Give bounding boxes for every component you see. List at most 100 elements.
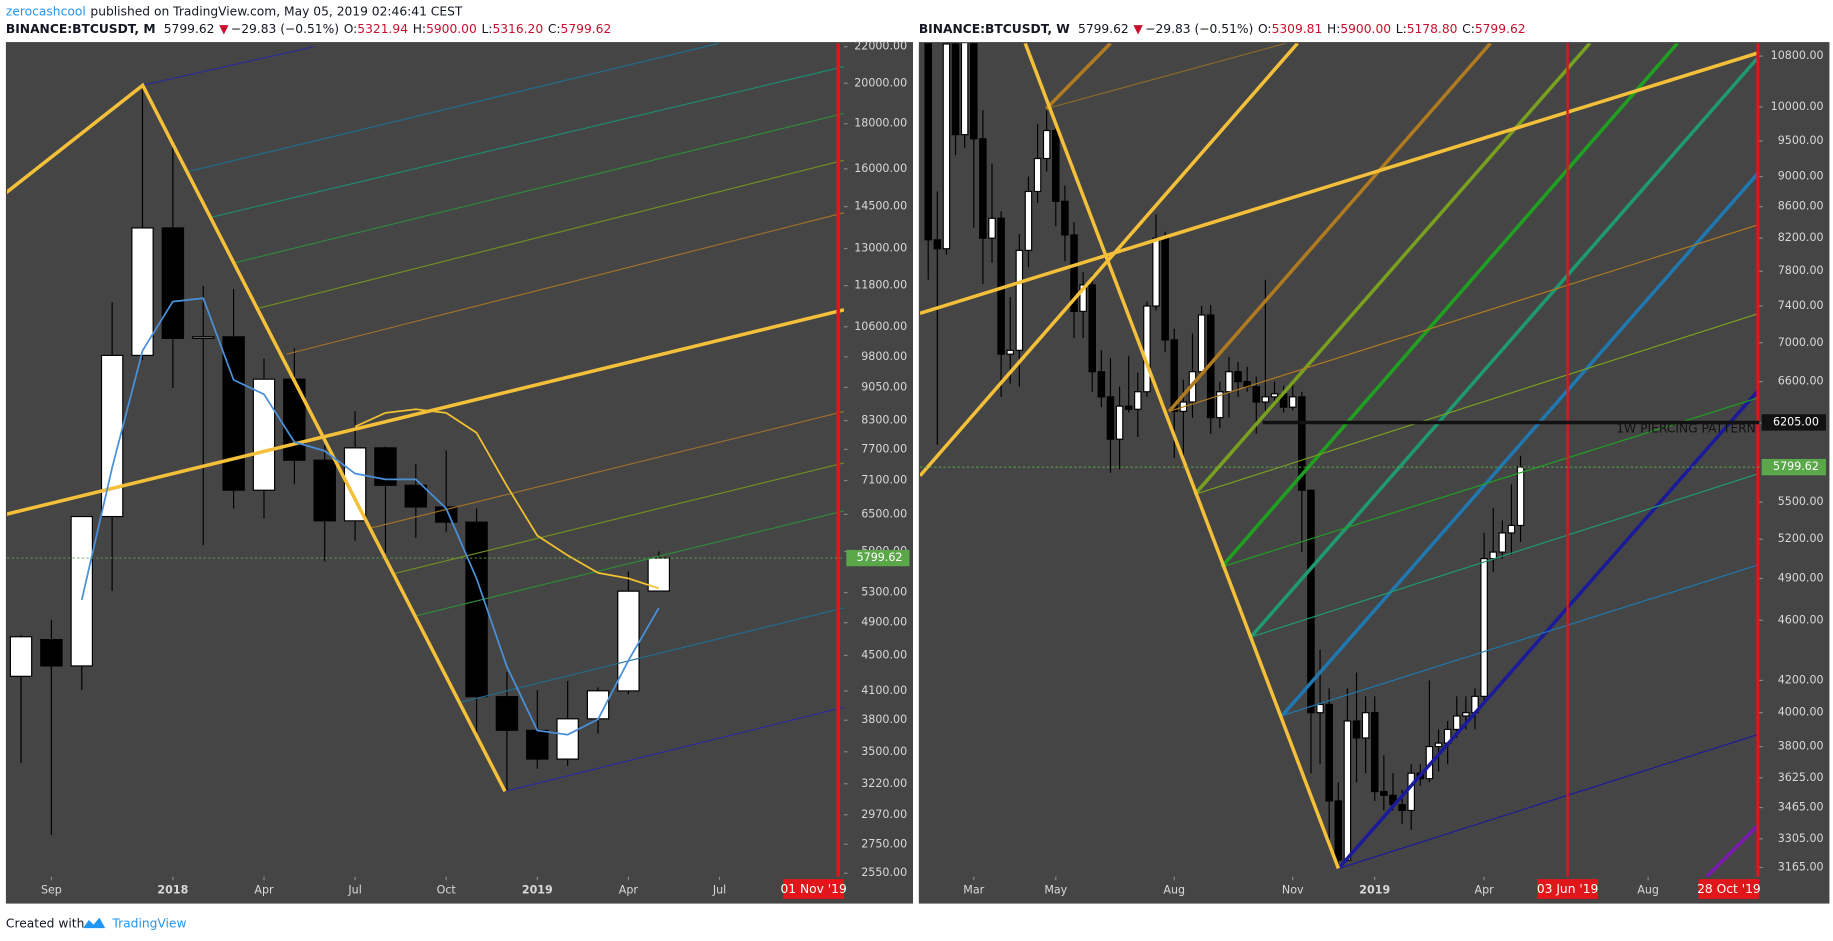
y-tick-label: 3500.00 xyxy=(861,745,907,758)
candle-body xyxy=(1398,804,1406,812)
drawings xyxy=(7,43,845,877)
candle-body xyxy=(1006,349,1014,355)
candle-body xyxy=(1288,396,1297,408)
candle-body xyxy=(1434,742,1443,748)
candle-body xyxy=(343,447,367,522)
drawing-line xyxy=(286,212,845,355)
date-marker-box xyxy=(783,879,845,899)
drawing-line xyxy=(1281,170,1760,717)
plot-right: 1W PIERCING PATTERN xyxy=(920,43,1760,877)
candle-body xyxy=(1106,396,1115,440)
y-tick-label: 10600.00 xyxy=(854,320,907,333)
candle-body xyxy=(526,729,549,760)
trend-line xyxy=(7,308,845,516)
drawing-line xyxy=(1337,388,1760,870)
y-tick-label: 5300.00 xyxy=(861,586,907,599)
candle-body xyxy=(404,484,428,508)
y-tick-label: 18000.00 xyxy=(854,117,907,130)
candle-body xyxy=(1115,405,1124,440)
y-tick-label: 4000.00 xyxy=(1778,706,1824,719)
y-tick-label: 16000.00 xyxy=(854,162,907,175)
ohlc-label: C: xyxy=(548,22,561,36)
y-tick-label: 4900.00 xyxy=(861,616,907,629)
y-tick-label: 4600.00 xyxy=(1778,613,1824,626)
y-tick-label: 9500.00 xyxy=(1778,134,1824,147)
x-tick-label: Aug xyxy=(1637,884,1659,897)
candle-body xyxy=(1352,720,1361,739)
candle-body xyxy=(1370,712,1379,793)
author[interactable]: zerocashcool xyxy=(6,4,86,18)
candle-body xyxy=(1134,391,1142,410)
drawing-line xyxy=(1167,43,1492,413)
ohlc-value: 5799.62 xyxy=(561,22,612,36)
candle-body xyxy=(465,521,488,698)
panel-left xyxy=(5,42,913,904)
header-left: BINANCE:BTCUSDT, M 5799.62 ▼ −29.83 (−0.51%… xyxy=(6,22,611,36)
candle-body xyxy=(969,43,978,140)
y-tick-label: 8600.00 xyxy=(1778,200,1824,213)
logo xyxy=(83,917,106,929)
y-tick-label: 11800.00 xyxy=(854,279,907,292)
date-marker-box xyxy=(1537,879,1598,899)
drawing-line xyxy=(1220,43,1679,569)
price-label-box xyxy=(846,549,910,567)
candle-body xyxy=(1170,339,1179,412)
ohlc-label: O: xyxy=(344,22,358,36)
ohlc-value: 5799.62 xyxy=(1475,22,1526,36)
drawing-line xyxy=(1194,312,1760,496)
date-marker-box xyxy=(1698,879,1760,899)
drawing-line xyxy=(1168,223,1760,413)
candle-body xyxy=(1161,237,1169,341)
candle-body xyxy=(1316,703,1324,714)
y-tick-label: 7700.00 xyxy=(861,442,907,455)
brand[interactable]: TradingView xyxy=(111,916,186,930)
candle-body xyxy=(1270,393,1279,398)
x-tick-label: Nov xyxy=(1282,884,1304,897)
ohlc-label: L: xyxy=(481,22,492,36)
y-tick-label: 3165.00 xyxy=(1778,860,1824,873)
change: −29.83 (−0.51%) xyxy=(1145,22,1253,36)
drawing-line xyxy=(369,410,845,529)
candle-body xyxy=(1225,371,1233,393)
last: 5799.62 xyxy=(164,22,215,36)
drawing-line xyxy=(257,159,845,310)
candle-body xyxy=(1334,800,1343,861)
y-tick-label: 7100.00 xyxy=(861,473,907,486)
drawing-line xyxy=(1221,396,1760,568)
candle-body xyxy=(979,138,987,239)
drawing-line xyxy=(233,112,845,264)
ohlc-value: 5321.94 xyxy=(357,22,408,36)
annotation: 1W PIERCING PATTERN xyxy=(1616,422,1756,436)
candle-body xyxy=(1143,305,1151,393)
publish-line: zerocashcool published on TradingView.com… xyxy=(6,4,463,18)
price-label: 5799.62 xyxy=(1773,460,1819,473)
candle-body xyxy=(1097,371,1106,398)
indicator-line xyxy=(80,297,660,736)
candle-body xyxy=(1033,157,1042,193)
x-tick-label: Apr xyxy=(619,884,639,897)
candle-body xyxy=(1343,720,1352,861)
candle-body xyxy=(1462,712,1470,717)
candle-body xyxy=(1070,234,1078,312)
indicators xyxy=(80,297,660,736)
candle-body xyxy=(1380,790,1388,796)
ohlc-value: 5309.81 xyxy=(1272,22,1323,36)
trend-line xyxy=(920,50,1760,315)
y-tick-label: 14500.00 xyxy=(854,200,907,213)
candle-body xyxy=(495,696,519,731)
candle-body xyxy=(1088,284,1097,373)
candle-body xyxy=(1489,551,1497,560)
ohlc-value: 5900.00 xyxy=(426,22,477,36)
candle-body xyxy=(1407,772,1415,812)
candle-body xyxy=(988,217,996,239)
candle-body xyxy=(1307,489,1315,714)
date-marker: 01 Nov '19 xyxy=(780,882,846,896)
candle-body xyxy=(222,336,245,491)
y-tick-label: 6500.00 xyxy=(861,507,907,520)
indicator-line xyxy=(354,408,660,590)
y-tick-label: 3800.00 xyxy=(1778,740,1824,753)
drawing-line xyxy=(186,43,720,173)
candle-body xyxy=(1042,129,1051,160)
y-tick-label: 4500.00 xyxy=(861,648,907,661)
